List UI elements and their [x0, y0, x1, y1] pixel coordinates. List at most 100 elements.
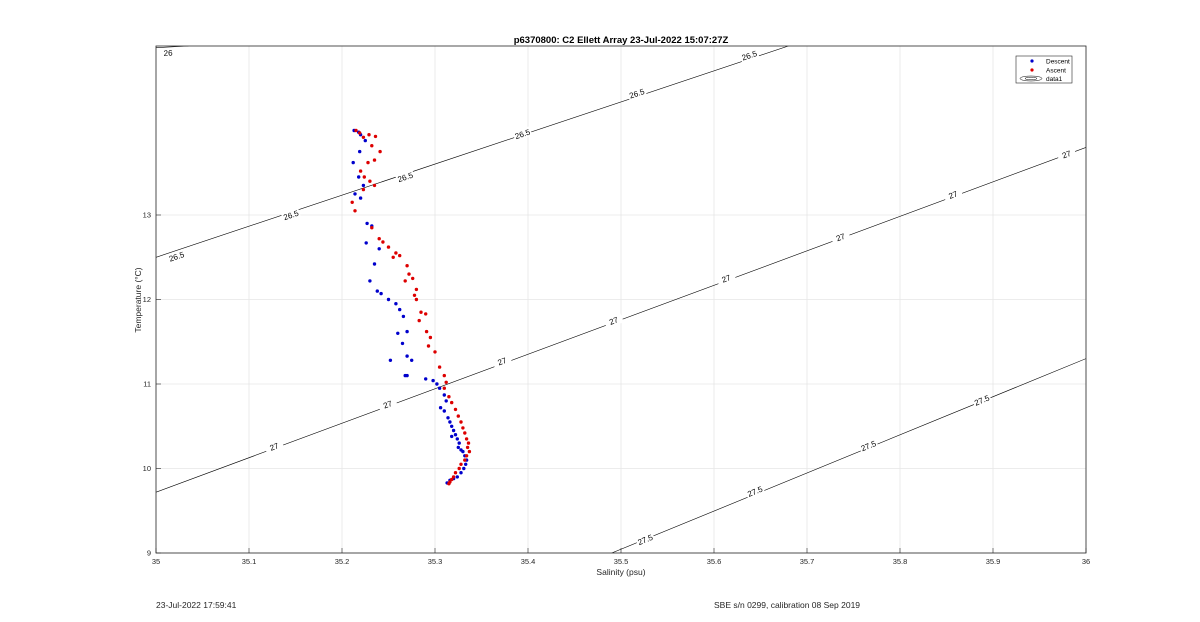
ascent-point: [377, 237, 381, 241]
contour-label-background: [634, 531, 656, 548]
ascent-point: [453, 471, 458, 475]
descent-point: [442, 409, 446, 413]
ascent-point: [463, 458, 467, 462]
descent-point: [448, 420, 452, 424]
descent-point: [386, 297, 391, 302]
descent-point: [364, 241, 368, 245]
legend-descent-label: Descent: [1046, 59, 1070, 66]
ascent-point: [424, 312, 428, 316]
descent-point: [353, 192, 357, 196]
descent-point: [464, 462, 468, 466]
legend-contour-marker: [1019, 75, 1043, 82]
descent-point: [438, 406, 443, 410]
contour-label-group: 27: [603, 312, 624, 329]
descent-point: [368, 279, 372, 283]
ascent-point: [412, 293, 417, 297]
contour-label-background: [491, 353, 513, 370]
ascent-point: [361, 187, 366, 192]
descent-point: [405, 329, 409, 334]
descent-point: [358, 196, 363, 200]
descent-point: [451, 428, 456, 433]
descent-point: [358, 149, 362, 154]
descent-point: [455, 475, 459, 479]
ascent-point: [372, 158, 377, 162]
contour-label: 27: [382, 399, 394, 411]
contour-label-background: [280, 207, 302, 223]
ascent-point: [361, 135, 366, 139]
contour-label-background: [739, 47, 760, 63]
y-tick-label: 12: [143, 295, 151, 304]
x-tick-label: 35.5: [614, 557, 629, 566]
contour-label-group: 27: [491, 353, 513, 370]
x-tick-label: 36: [1082, 557, 1090, 566]
ascent-point: [378, 149, 382, 154]
y-tick-label: 9: [147, 549, 151, 558]
contour-label: 27: [721, 273, 733, 285]
contour-label: 27: [269, 441, 281, 453]
ascent-point: [450, 477, 454, 482]
descent-point: [462, 466, 466, 471]
contour-label-group: 27: [1056, 146, 1077, 163]
ascent-point: [411, 276, 415, 281]
contour-label-group: 27: [263, 438, 285, 455]
descent-point: [400, 341, 405, 346]
ascent-point: [419, 310, 423, 314]
contour-label-group: 26: [158, 47, 178, 59]
contour-label-background: [158, 47, 178, 59]
ascent-point: [407, 272, 411, 276]
ascent-point: [405, 264, 409, 268]
ascent-point: [459, 420, 463, 424]
ascent-point: [426, 344, 431, 348]
ascent-point: [447, 395, 451, 399]
legend-data1-label: data1: [1046, 76, 1063, 83]
ascent-point: [398, 253, 402, 258]
contour-label: 27: [496, 356, 508, 368]
x-tick-label: 35.3: [428, 557, 443, 566]
descent-point: [396, 331, 400, 335]
legend: Descent Ascent data1: [1015, 55, 1073, 84]
x-tick-label: 35.2: [335, 557, 350, 566]
ascent-point: [433, 350, 437, 354]
data-series: [350, 128, 472, 486]
ascent-point: [366, 160, 370, 165]
ascent-point: [403, 279, 407, 283]
contour-labels: 2626.526.526.526.526.526.527272727272727…: [158, 47, 1077, 548]
x-axis-label: Salinity (psu): [596, 567, 645, 577]
ascent-point: [358, 131, 362, 135]
contour-label-background: [512, 126, 533, 142]
contour-label-background: [263, 438, 285, 455]
descent-point: [410, 358, 414, 362]
ascent-point: [417, 318, 421, 323]
contour-label: 26: [163, 49, 173, 58]
descent-point: [455, 437, 459, 441]
contour-label: 27: [1061, 149, 1073, 161]
ascent-point: [463, 431, 467, 435]
ascent-point: [424, 329, 429, 334]
contour-label: 27: [947, 189, 959, 201]
contour-label-background: [744, 483, 766, 500]
contour-label-group: 27: [830, 229, 851, 245]
descent-point: [450, 434, 454, 439]
chart-title: p6370800: C2 Ellett Array 23-Jul-2022 15…: [514, 35, 729, 46]
descent-point: [365, 221, 369, 226]
legend-ascent-marker: [1030, 68, 1034, 72]
descent-point: [379, 291, 383, 296]
descent-point: [351, 160, 355, 165]
ascent-point: [353, 209, 357, 213]
descent-point: [372, 262, 377, 266]
x-tick-label: 35.1: [242, 557, 257, 566]
ascent-point: [350, 200, 354, 204]
ascent-point: [464, 437, 469, 441]
contour-label-background: [395, 169, 416, 185]
descent-point: [377, 247, 381, 251]
y-axis-ticks: 9 10 11 12 13: [143, 211, 161, 558]
descent-point: [375, 289, 379, 293]
contour-label-background: [377, 396, 398, 413]
x-tick-label: 35.7: [800, 557, 815, 566]
y-tick-label: 13: [143, 211, 151, 220]
descent-point: [405, 354, 409, 358]
legend-ascent-label: Ascent: [1046, 68, 1066, 75]
density-contour-27.5: [611, 358, 1086, 553]
legend-contour-marker-inner: [1024, 76, 1038, 81]
ascent-point: [358, 169, 363, 173]
